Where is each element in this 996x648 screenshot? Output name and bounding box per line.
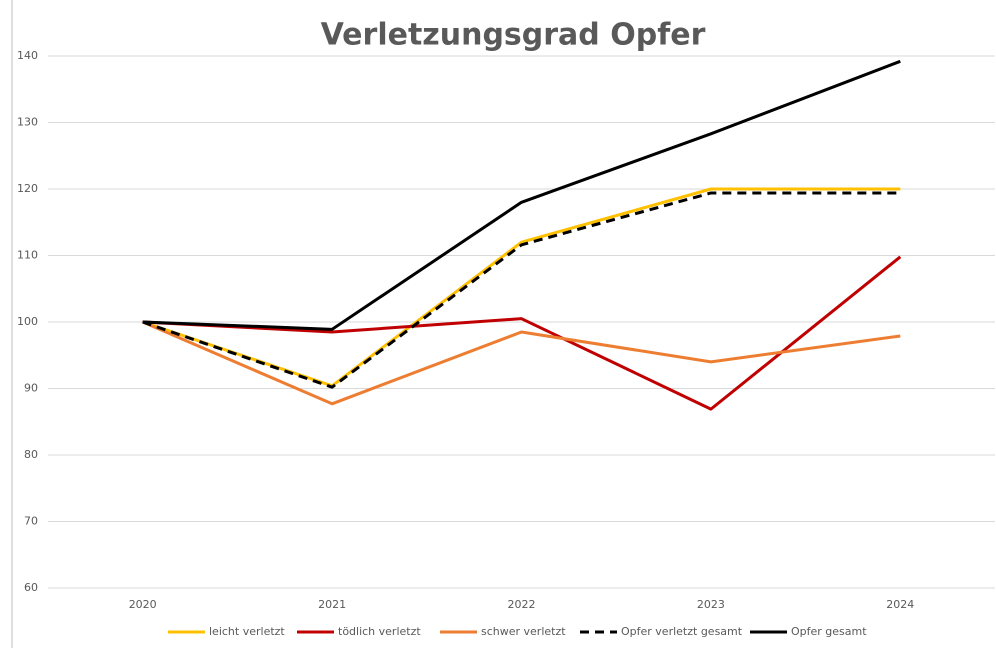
y-tick-label: 100 <box>17 315 38 328</box>
y-tick-label: 120 <box>17 182 38 195</box>
x-tick-label: 2024 <box>886 598 914 611</box>
series-line <box>142 255 902 411</box>
legend-label: tödlich verletzt <box>338 625 421 638</box>
legend-label: Opfer verletzt gesamt <box>621 625 743 638</box>
x-tick-label: 2020 <box>129 598 157 611</box>
y-tick-label: 110 <box>17 249 38 262</box>
x-tick-label: 2023 <box>697 598 725 611</box>
y-tick-label: 80 <box>24 448 38 461</box>
x-tick-label: 2022 <box>508 598 536 611</box>
y-tick-label: 130 <box>17 116 38 129</box>
series-line <box>142 59 901 331</box>
series-line <box>142 320 901 406</box>
y-tick-label: 70 <box>24 515 38 528</box>
legend-label: leicht verletzt <box>209 625 285 638</box>
legend-label: schwer verletzt <box>481 625 566 638</box>
y-tick-label: 90 <box>24 382 38 395</box>
chart-title: Verletzungsgrad Opfer <box>321 18 706 53</box>
y-tick-label: 60 <box>24 581 38 594</box>
y-tick-label: 140 <box>17 49 38 62</box>
series-line <box>142 191 901 389</box>
x-tick-label: 2021 <box>318 598 346 611</box>
series-line <box>142 187 901 388</box>
legend-label: Opfer gesamt <box>791 625 867 638</box>
